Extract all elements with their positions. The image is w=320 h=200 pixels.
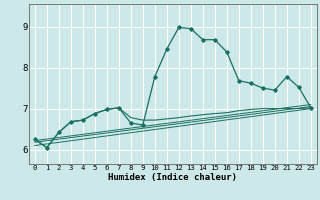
X-axis label: Humidex (Indice chaleur): Humidex (Indice chaleur) [108,173,237,182]
